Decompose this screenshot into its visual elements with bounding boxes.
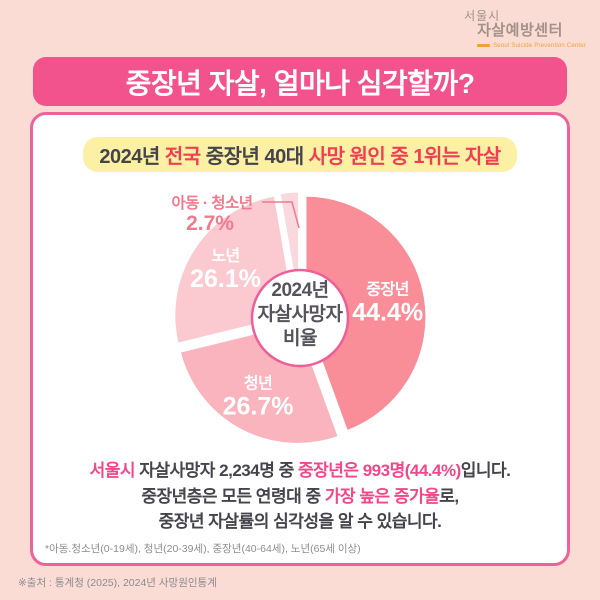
brand-logo-subtitle: Seoul Suicide Prevention Center: [493, 42, 586, 49]
brand-logo-subtitle-row: Seoul Suicide Prevention Center: [464, 43, 586, 50]
slice-callout-line: [262, 201, 300, 229]
page-title-banner: 중장년 자살, 얼마나 심각할까?: [33, 57, 567, 106]
slice-pct-중장년: 44.4%: [352, 299, 423, 327]
pie-slice-중장년: [303, 193, 429, 434]
footnote: *아동.청소년(0-19세), 청년(20-39세), 중장년(40-64세),…: [45, 543, 361, 555]
slice-pct-노년: 26.1%: [190, 265, 261, 293]
donut-center-label-1: 2024년: [271, 279, 328, 301]
source-text: ※출처 : 통계청 (2025), 2024년 사망원인통계: [18, 577, 217, 589]
body-line-2-seg-2: 로,: [439, 486, 459, 506]
body-text: 서울시 자살사망자 2,234명 중 중장년은 993명(44.4%)입니다. 중…: [33, 458, 567, 535]
slice-pct-아동 · 청소년: 2.7%: [186, 212, 234, 235]
body-line-3-seg-0: 중장년 자살률의 심각성을 알 수 있습니다.: [158, 512, 442, 531]
body-line-1: 서울시 자살사망자 2,234명 중 중장년은 993명(44.4%)입니다.: [33, 458, 567, 484]
donut-center-label-3: 비율: [283, 327, 317, 349]
slice-name-청년: 청년: [244, 374, 272, 393]
stat-banner-wrap: 2024년 전국 중장년 40대 사망 원인 중 1위는 자살: [33, 137, 567, 172]
brand-logo-line2: 자살예방센터: [477, 22, 563, 40]
stat-banner-seg-3: 사망 원인 중 1위는 자살: [308, 146, 501, 168]
page-title: 중장년 자살, 얼마나 심각할까?: [125, 67, 475, 99]
stat-highlight-banner: 2024년 전국 중장년 40대 사망 원인 중 1위는 자살: [83, 137, 517, 172]
body-line-1-seg-2: 중장년은 993명(44.4%): [297, 461, 461, 480]
slice-pct-청년: 26.7%: [223, 393, 294, 421]
slice-name-중장년: 중장년: [366, 280, 409, 299]
slice-name-노년: 노년: [211, 246, 239, 265]
brand-logo: 서울시 자살예방센터 Seoul Suicide Prevention Cent…: [464, 9, 586, 50]
brand-logo-line1: 서울시: [464, 9, 501, 23]
donut-center-circle: [250, 268, 350, 368]
body-line-3: 중장년 자살률의 심각성을 알 수 있습니다.: [33, 509, 567, 535]
body-line-1-seg-0: 서울시: [89, 461, 136, 480]
stat-banner-seg-1: 전국: [164, 146, 201, 168]
body-line-1-seg-1: 자살사망자 2,234명 중: [135, 461, 298, 480]
body-line-2-seg-1: 가장 높은 증가율: [324, 486, 440, 506]
slice-name-아동 · 청소년: 아동 · 청소년: [171, 193, 252, 212]
donut-center-label-2: 자살사망자: [258, 303, 344, 325]
body-line-1-seg-3: 입니다.: [460, 461, 511, 480]
body-line-2: 중장년층은 모든 연령대 중 가장 높은 증가율로,: [33, 484, 567, 510]
body-line-2-seg-0: 중장년층은 모든 연령대 중: [141, 486, 325, 506]
brand-dash-icon: [477, 44, 491, 48]
stat-banner-seg-2: 중장년 40대: [200, 146, 309, 168]
infographic-card: 2024년 전국 중장년 40대 사망 원인 중 1위는 자살 2024년 자살사…: [30, 112, 570, 566]
stat-banner-seg-0: 2024년: [99, 146, 165, 168]
